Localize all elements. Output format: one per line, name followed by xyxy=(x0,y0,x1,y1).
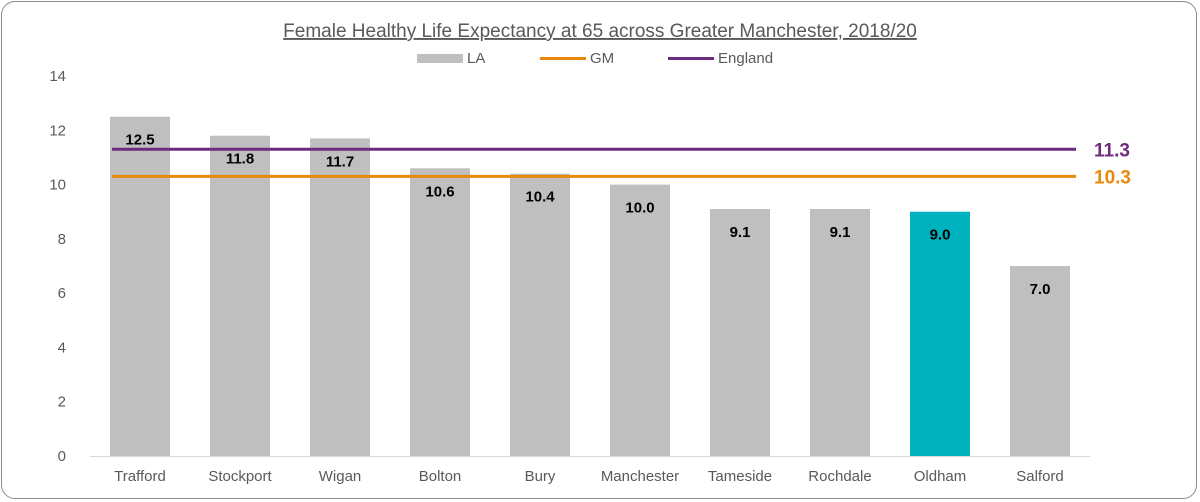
x-tick-label: Stockport xyxy=(208,468,272,485)
y-tick-label: 2 xyxy=(58,394,66,411)
x-tick-label: Salford xyxy=(1016,468,1064,485)
bar-stockport xyxy=(210,135,270,456)
data-label: 9.1 xyxy=(730,224,751,241)
y-tick-label: 12 xyxy=(49,122,66,139)
bar-manchester xyxy=(610,184,670,457)
x-tick-label: Wigan xyxy=(319,468,362,485)
bar-salford xyxy=(1010,266,1070,456)
data-label: 9.1 xyxy=(830,224,851,241)
legend-label-la: LA xyxy=(467,50,485,67)
x-tick-label: Tameside xyxy=(708,468,772,485)
bar-rochdale xyxy=(810,209,870,456)
data-label: 10.4 xyxy=(525,189,555,206)
y-tick-label: 10 xyxy=(49,177,66,194)
data-label: 11.8 xyxy=(226,151,254,168)
legend-label-gm: GM xyxy=(590,50,614,67)
x-tick-label: Bolton xyxy=(419,468,462,485)
data-label: 7.0 xyxy=(1030,281,1051,298)
y-tick-label: 6 xyxy=(58,285,66,302)
data-label: 10.0 xyxy=(625,200,654,217)
line-value-label-england: 11.3 xyxy=(1094,140,1130,161)
y-tick-label: 8 xyxy=(58,231,66,248)
data-label: 9.0 xyxy=(930,227,951,244)
y-axis: 0 2 4 6 8 10 12 14 xyxy=(49,68,66,465)
x-tick-label: Oldham xyxy=(914,468,967,485)
y-tick-label: 14 xyxy=(49,68,66,85)
data-label: 12.5 xyxy=(125,132,154,149)
legend-swatch-la xyxy=(417,54,463,63)
data-label: 10.6 xyxy=(425,183,454,200)
x-tick-label: Rochdale xyxy=(808,468,871,485)
x-axis: Trafford Stockport Wigan Bolton Bury Manchest… xyxy=(90,456,1090,485)
legend: LA GM England xyxy=(417,50,773,67)
bars: 12.5 11.8 11.7 10.6 10.4 10.0 9.1 9.1 9.0 7.0 xyxy=(110,116,1070,457)
line-value-label-gm: 10.3 xyxy=(1094,167,1131,188)
bar-oldham xyxy=(910,211,970,456)
bar-tameside xyxy=(710,209,770,456)
reference-lines: 10.3 11.3 xyxy=(112,140,1131,188)
bar-bury xyxy=(510,173,570,456)
legend-label-england: England xyxy=(718,50,773,67)
x-tick-label: Bury xyxy=(525,468,556,485)
y-tick-label: 4 xyxy=(58,339,66,356)
y-tick-label: 0 xyxy=(58,448,66,465)
chart-title: Female Healthy Life Expectancy at 65 acr… xyxy=(283,21,917,42)
data-label: 11.7 xyxy=(326,153,354,170)
x-tick-label: Manchester xyxy=(601,468,679,485)
bar-wigan xyxy=(310,138,370,456)
x-tick-label: Trafford xyxy=(114,468,166,485)
bar-trafford xyxy=(110,116,170,456)
bar-bolton xyxy=(410,168,470,457)
